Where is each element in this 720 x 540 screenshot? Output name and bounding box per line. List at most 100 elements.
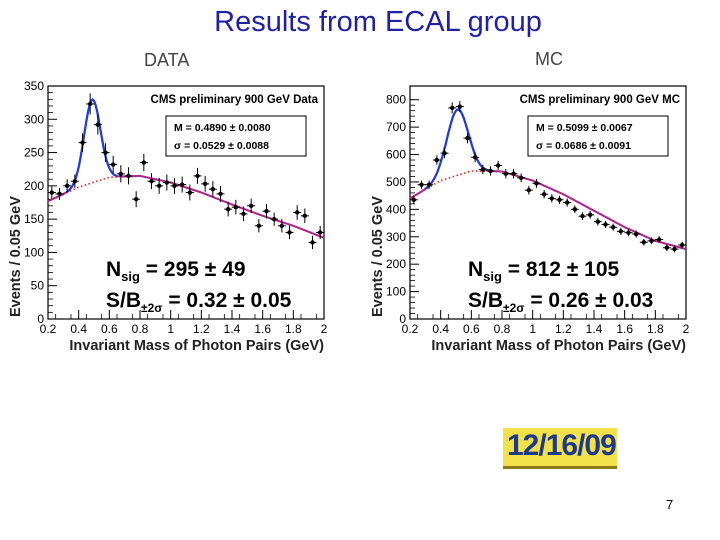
point-marker <box>218 191 223 197</box>
data-point <box>570 205 579 214</box>
data-point <box>624 229 633 237</box>
y-tick-label: 0 <box>37 312 44 326</box>
point-marker <box>526 187 532 193</box>
signal-background-annotation: S/B±2σ = 0.32 ± 0.05 <box>106 289 292 315</box>
data-point <box>124 167 133 185</box>
data-point <box>547 194 556 203</box>
data-point <box>471 152 480 163</box>
data-point <box>270 212 279 226</box>
y-tick-label: 400 <box>386 202 406 216</box>
y-tick-label: 800 <box>386 93 406 107</box>
signal-background-annotation: S/B±2σ = 0.26 ± 0.03 <box>468 289 653 315</box>
data-point <box>262 203 271 219</box>
x-tick-label: 1 <box>529 322 536 336</box>
chart-title: CMS preliminary 900 GeV Data <box>151 94 319 106</box>
data-point <box>277 219 286 233</box>
point-marker <box>587 212 593 218</box>
point-marker <box>641 240 647 245</box>
point-marker <box>57 191 62 197</box>
data-point <box>224 201 233 217</box>
point-marker <box>141 160 147 165</box>
data-point <box>63 179 72 193</box>
point-marker <box>103 150 108 155</box>
y-tick-label: 150 <box>24 212 44 226</box>
point-marker <box>603 222 608 227</box>
point-marker <box>225 206 231 212</box>
data-point <box>524 185 533 195</box>
data-point <box>501 169 510 179</box>
point-marker <box>264 208 269 214</box>
point-marker <box>633 231 639 237</box>
data-point <box>532 178 541 188</box>
point-marker <box>49 190 55 195</box>
point-marker <box>480 167 486 172</box>
point-marker <box>87 101 93 107</box>
data-point <box>463 132 472 144</box>
y-tick-label: 700 <box>386 120 406 134</box>
point-marker <box>449 105 455 111</box>
point-marker <box>434 157 440 163</box>
data-point <box>593 217 602 226</box>
point-marker <box>133 196 139 202</box>
point-marker <box>279 223 285 228</box>
point-marker <box>310 240 315 245</box>
point-marker <box>656 237 662 242</box>
x-tick-label: 0.8 <box>132 322 149 336</box>
point-marker <box>572 207 578 212</box>
x-tick-label: 1.8 <box>647 322 664 336</box>
x-tick-label: 1 <box>167 322 174 336</box>
y-tick-label: 100 <box>386 285 406 299</box>
y-tick-label: 0 <box>399 312 406 326</box>
x-tick-label: 1.2 <box>193 322 210 336</box>
point-marker <box>580 214 585 219</box>
data-point <box>178 176 187 193</box>
data-point <box>432 155 441 165</box>
y-axis-label: Events / 0.05 GeV <box>8 196 24 317</box>
data-point <box>170 177 179 194</box>
data-point <box>609 223 618 231</box>
data-point <box>486 166 495 176</box>
y-tick-label: 300 <box>386 230 406 244</box>
point-marker <box>626 230 631 235</box>
data-point <box>662 244 671 252</box>
point-marker <box>64 183 70 189</box>
point-marker <box>411 197 417 202</box>
point-marker <box>126 173 131 179</box>
point-marker <box>679 242 685 248</box>
data-point <box>185 184 194 201</box>
data-point <box>93 114 102 135</box>
point-marker <box>649 238 654 244</box>
data-point <box>101 143 110 162</box>
data-point <box>147 173 156 190</box>
data-point <box>308 235 317 250</box>
y-tick-label: 200 <box>24 179 44 193</box>
point-marker <box>202 181 208 187</box>
x-tick-label: 0.2 <box>402 322 419 336</box>
data-point <box>86 93 95 115</box>
point-marker <box>664 245 670 250</box>
point-marker <box>256 223 262 228</box>
data-point <box>455 101 464 113</box>
data-point <box>517 173 526 183</box>
fit-box <box>527 115 669 157</box>
data-point <box>448 102 457 114</box>
data-point <box>247 198 256 214</box>
mc-mass-plot: 0 100 200 300 400 500 600 700 800 0.2 0.4 0.6 0.8 1 1.… <box>370 85 690 354</box>
point-marker <box>271 216 277 222</box>
data-point <box>193 167 202 184</box>
data-point <box>116 165 125 183</box>
point-marker <box>557 197 562 202</box>
data-point <box>478 164 487 175</box>
data-point <box>601 220 610 228</box>
y-tick-label: 500 <box>386 175 406 189</box>
point-marker <box>419 182 424 187</box>
point-marker <box>541 192 547 197</box>
point-marker <box>457 104 463 109</box>
point-marker <box>518 175 524 181</box>
x-tick-label: 0.8 <box>494 322 511 336</box>
point-marker <box>472 155 478 160</box>
x-axis-label: Invariant Mass of Photon Pairs (GeV) <box>69 338 324 354</box>
y-tick-label: 50 <box>31 279 45 293</box>
data-point <box>285 225 294 240</box>
data-point <box>47 186 56 199</box>
